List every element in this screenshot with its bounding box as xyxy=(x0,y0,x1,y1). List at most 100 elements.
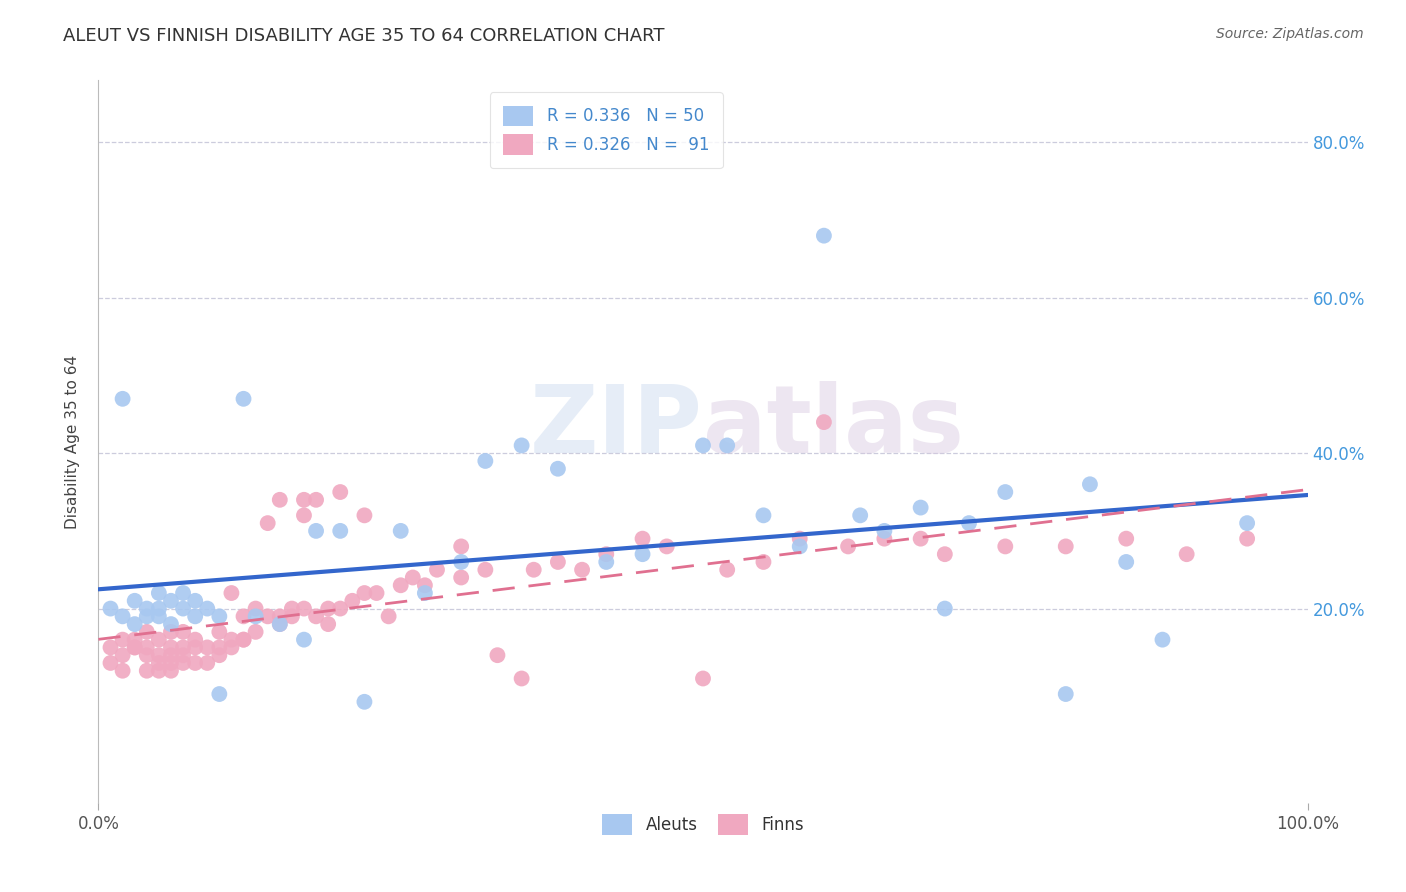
Point xyxy=(402,570,425,584)
Point xyxy=(292,601,315,615)
Point xyxy=(148,632,170,647)
Point xyxy=(195,656,218,670)
Point xyxy=(184,656,207,670)
Point xyxy=(292,632,315,647)
Point xyxy=(184,609,207,624)
Point xyxy=(716,563,738,577)
Legend: Aleuts, Finns: Aleuts, Finns xyxy=(596,808,810,841)
Point xyxy=(450,540,472,554)
Point xyxy=(692,438,714,452)
Point xyxy=(148,656,170,670)
Point xyxy=(172,648,194,663)
Point xyxy=(994,485,1017,500)
Point xyxy=(111,664,134,678)
Point xyxy=(100,640,122,655)
Point xyxy=(910,532,932,546)
Text: ALEUT VS FINNISH DISABILITY AGE 35 TO 64 CORRELATION CHART: ALEUT VS FINNISH DISABILITY AGE 35 TO 64… xyxy=(63,27,665,45)
Point xyxy=(184,594,207,608)
Point xyxy=(292,508,315,523)
Point xyxy=(910,500,932,515)
Point xyxy=(208,624,231,639)
Point xyxy=(148,664,170,678)
Point xyxy=(172,586,194,600)
Point xyxy=(366,586,388,600)
Point xyxy=(124,640,146,655)
Point xyxy=(111,392,134,406)
Point xyxy=(1236,516,1258,530)
Point xyxy=(160,594,183,608)
Point xyxy=(353,508,375,523)
Point xyxy=(389,524,412,538)
Point xyxy=(752,508,775,523)
Point xyxy=(160,640,183,655)
Point xyxy=(269,617,291,632)
Point xyxy=(184,632,207,647)
Point xyxy=(245,601,267,615)
Text: atlas: atlas xyxy=(703,381,965,473)
Text: ZIP: ZIP xyxy=(530,381,703,473)
Point xyxy=(377,609,399,624)
Point xyxy=(232,392,254,406)
Point xyxy=(716,438,738,452)
Point xyxy=(692,672,714,686)
Point xyxy=(1078,477,1101,491)
Point xyxy=(232,632,254,647)
Point xyxy=(1054,540,1077,554)
Point xyxy=(269,617,291,632)
Point xyxy=(160,656,183,670)
Point xyxy=(111,648,134,663)
Point xyxy=(292,492,315,507)
Point xyxy=(148,586,170,600)
Point xyxy=(208,609,231,624)
Point xyxy=(208,640,231,655)
Point xyxy=(450,570,472,584)
Point xyxy=(221,586,243,600)
Point xyxy=(100,601,122,615)
Point xyxy=(1236,532,1258,546)
Point xyxy=(160,617,183,632)
Point xyxy=(1115,532,1137,546)
Point xyxy=(426,563,449,577)
Point xyxy=(631,547,654,561)
Point xyxy=(195,640,218,655)
Point xyxy=(450,555,472,569)
Point xyxy=(316,617,339,632)
Point xyxy=(994,540,1017,554)
Point xyxy=(172,640,194,655)
Point xyxy=(1175,547,1198,561)
Point xyxy=(571,563,593,577)
Point xyxy=(124,594,146,608)
Point xyxy=(124,640,146,655)
Point xyxy=(135,648,157,663)
Point xyxy=(124,617,146,632)
Point xyxy=(510,438,533,452)
Point xyxy=(413,586,436,600)
Point xyxy=(1054,687,1077,701)
Point xyxy=(135,601,157,615)
Point xyxy=(934,601,956,615)
Point xyxy=(135,640,157,655)
Point xyxy=(172,656,194,670)
Point xyxy=(752,555,775,569)
Point xyxy=(148,648,170,663)
Point xyxy=(789,540,811,554)
Point xyxy=(256,516,278,530)
Point xyxy=(873,524,896,538)
Point xyxy=(208,648,231,663)
Text: Source: ZipAtlas.com: Source: ZipAtlas.com xyxy=(1216,27,1364,41)
Point xyxy=(124,632,146,647)
Y-axis label: Disability Age 35 to 64: Disability Age 35 to 64 xyxy=(65,354,80,529)
Point xyxy=(100,656,122,670)
Point xyxy=(342,594,364,608)
Point xyxy=(329,601,352,615)
Point xyxy=(305,609,328,624)
Point xyxy=(813,228,835,243)
Point xyxy=(160,624,183,639)
Point xyxy=(111,632,134,647)
Point xyxy=(789,532,811,546)
Point xyxy=(135,624,157,639)
Point xyxy=(849,508,872,523)
Point xyxy=(148,601,170,615)
Point xyxy=(160,648,183,663)
Point xyxy=(474,563,496,577)
